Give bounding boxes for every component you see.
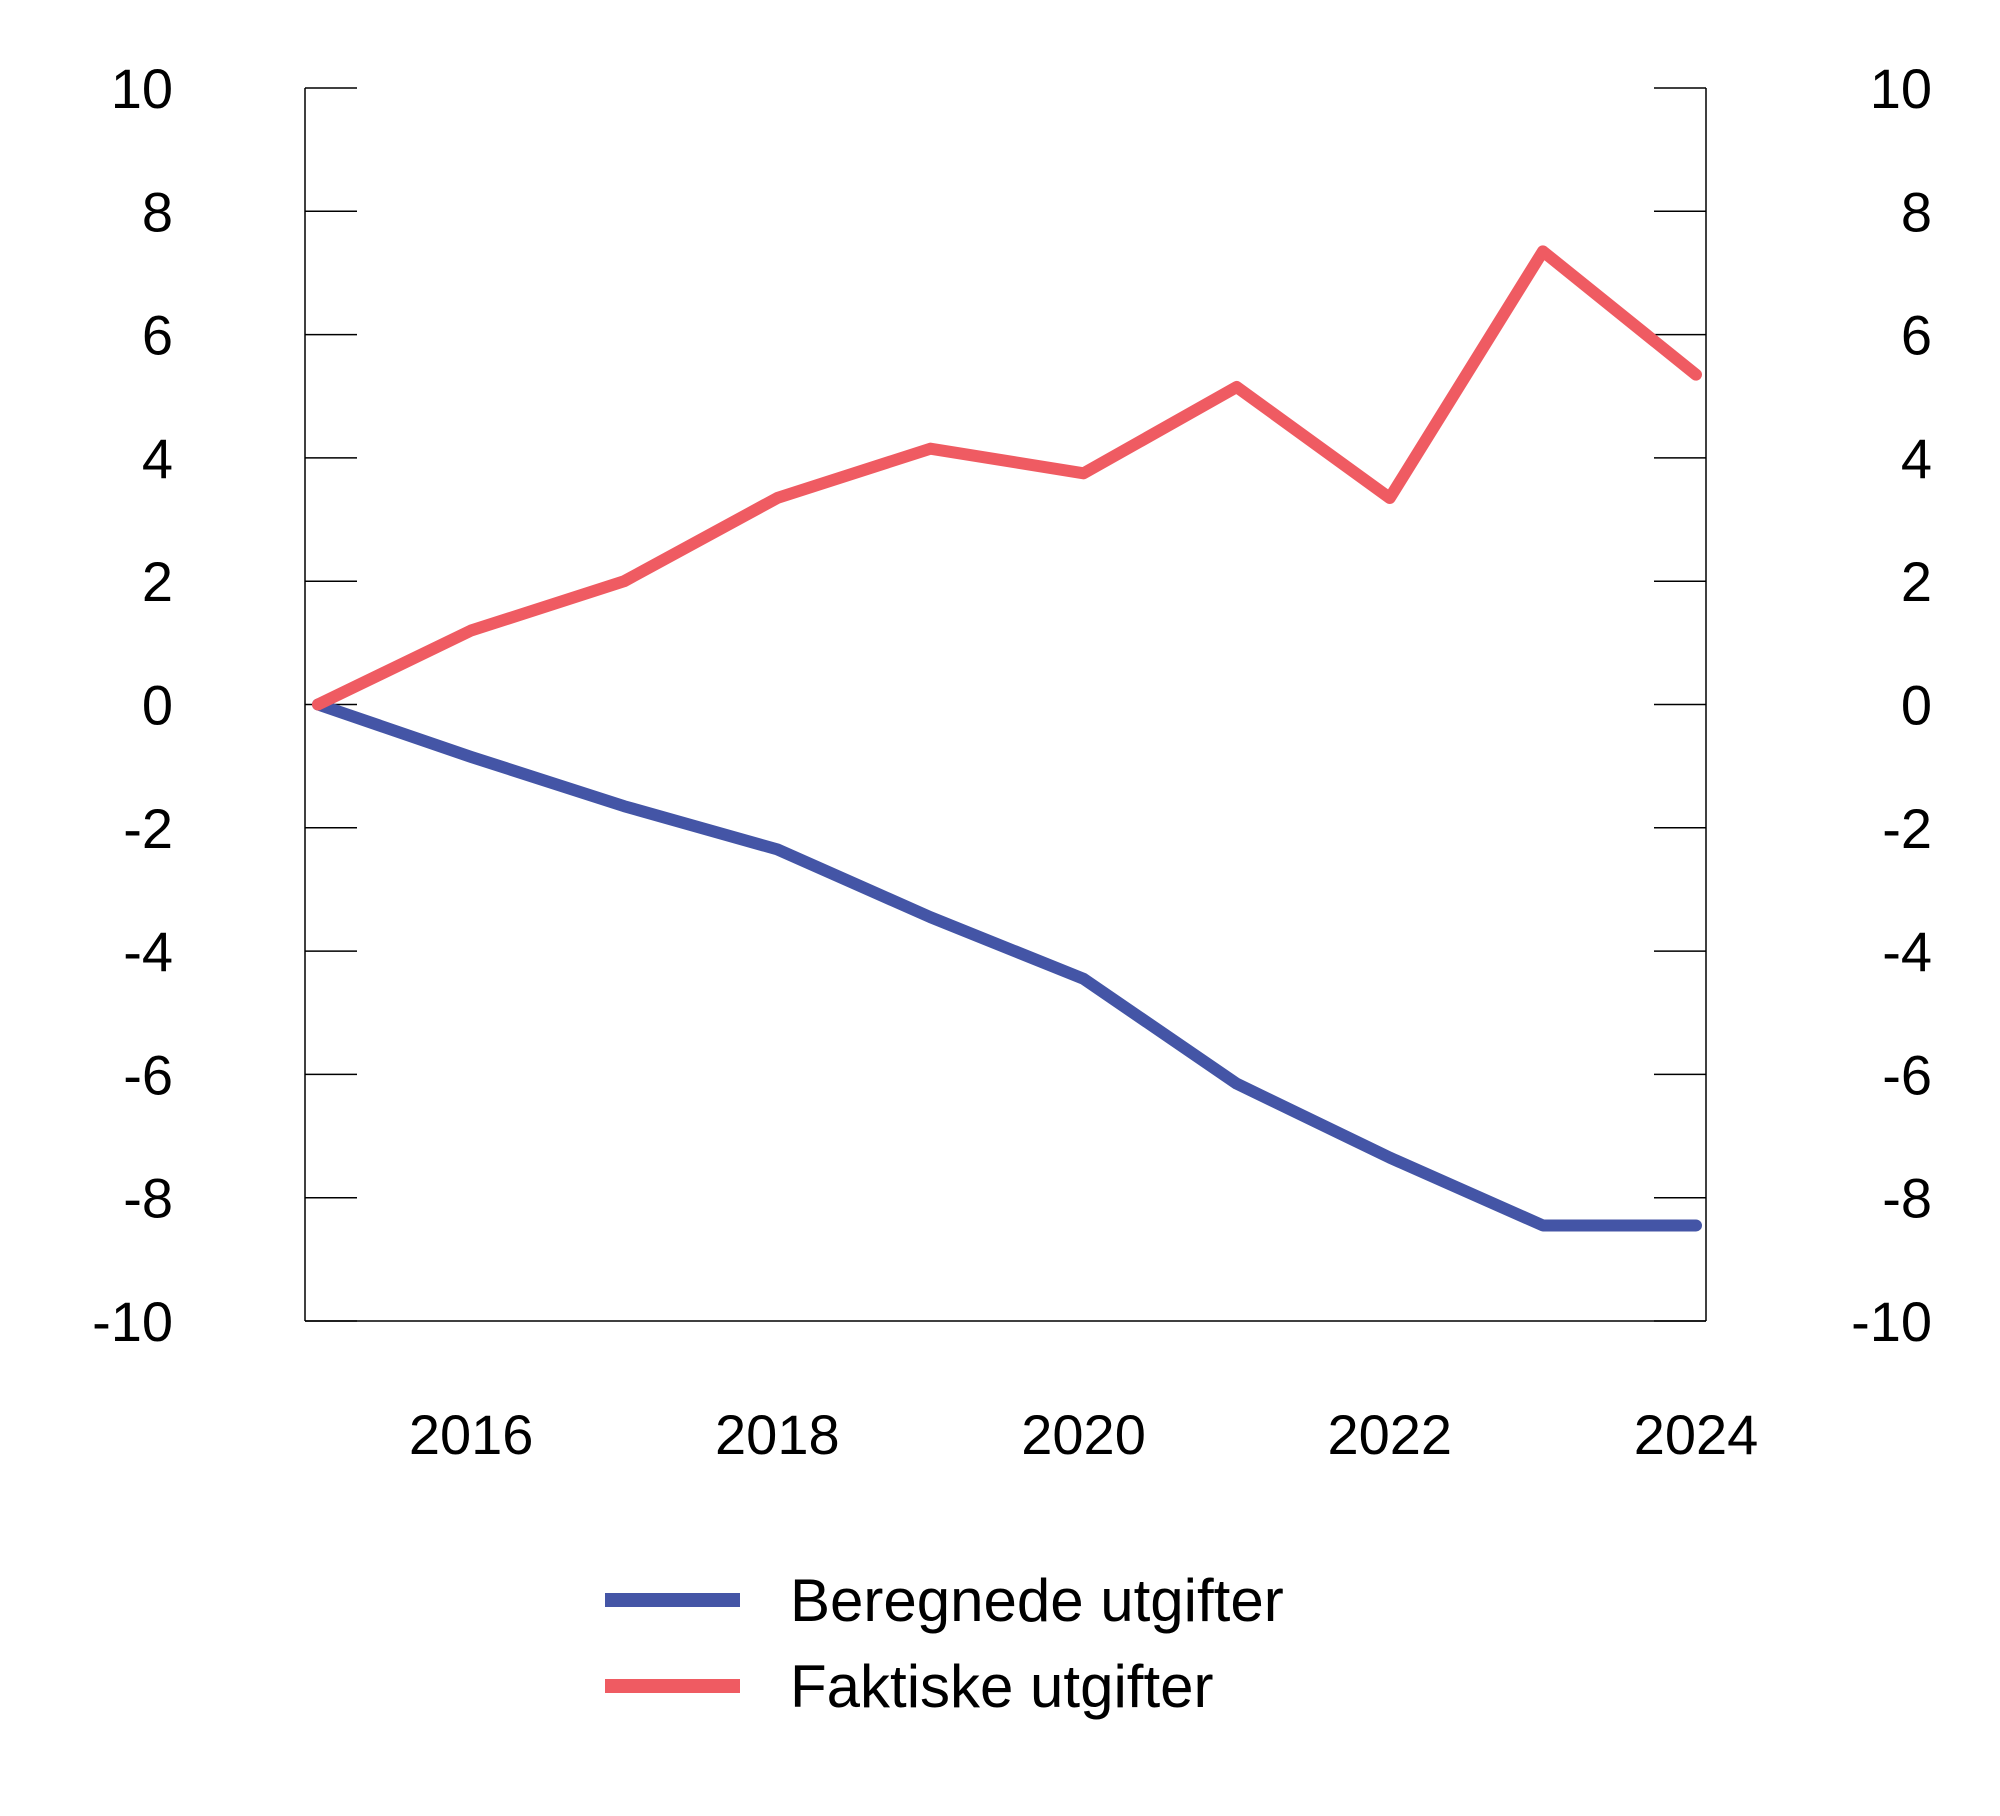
x-tick-label: 2016 (409, 1403, 534, 1466)
left-y-tick-label: 8 (142, 180, 173, 243)
legend: Beregnede utgifter Faktiske utgifter (605, 1567, 1284, 1720)
right-y-tick-label: 0 (1901, 674, 1932, 737)
series-line-beregnede-utgifter (312, 698, 1702, 1232)
left-y-tick-label: -8 (123, 1167, 173, 1230)
x-tick-label: 2024 (1634, 1403, 1759, 1466)
left-y-tick-label: -2 (123, 797, 173, 860)
right-y-tick-label: -10 (1851, 1290, 1932, 1353)
left-y-tick-label: -10 (92, 1290, 173, 1353)
x-tick-label: 2022 (1327, 1403, 1452, 1466)
series-line-faktiske-utgifter (312, 245, 1702, 711)
right-y-tick-label: -2 (1882, 797, 1932, 860)
left-y-tick-label: -6 (123, 1043, 173, 1106)
left-y-axis: 10 8 6 4 2 0 -2 -4 -6 -8 -10 (92, 57, 357, 1353)
left-y-tick-label: 0 (142, 674, 173, 737)
left-y-tick-label: 6 (142, 304, 173, 367)
right-y-tick-label: 10 (1870, 57, 1932, 120)
right-y-tick-label: 6 (1901, 304, 1932, 367)
x-tick-label: 2020 (1021, 1403, 1146, 1466)
right-y-tick-label: 8 (1901, 180, 1932, 243)
x-axis: 2016 2018 2020 2022 2024 (409, 1403, 1758, 1466)
right-y-tick-label: 4 (1901, 427, 1932, 490)
plot-area (304, 88, 1707, 1322)
left-y-tick-label: 2 (142, 550, 173, 613)
series-lines (312, 245, 1702, 1232)
right-y-tick-label: -8 (1882, 1167, 1932, 1230)
right-y-axis: 10 8 6 4 2 0 -2 -4 -6 -8 -10 (1654, 57, 1932, 1353)
right-y-tick-label: 2 (1901, 550, 1932, 613)
left-y-tick-label: 10 (111, 57, 173, 120)
right-y-tick-label: -4 (1882, 920, 1932, 983)
right-y-tick-label: -6 (1882, 1043, 1932, 1106)
left-y-tick-label: -4 (123, 920, 173, 983)
left-y-tick-label: 4 (142, 427, 173, 490)
x-tick-label: 2018 (715, 1403, 840, 1466)
legend-label: Faktiske utgifter (790, 1653, 1214, 1720)
legend-label: Beregnede utgifter (790, 1567, 1284, 1634)
